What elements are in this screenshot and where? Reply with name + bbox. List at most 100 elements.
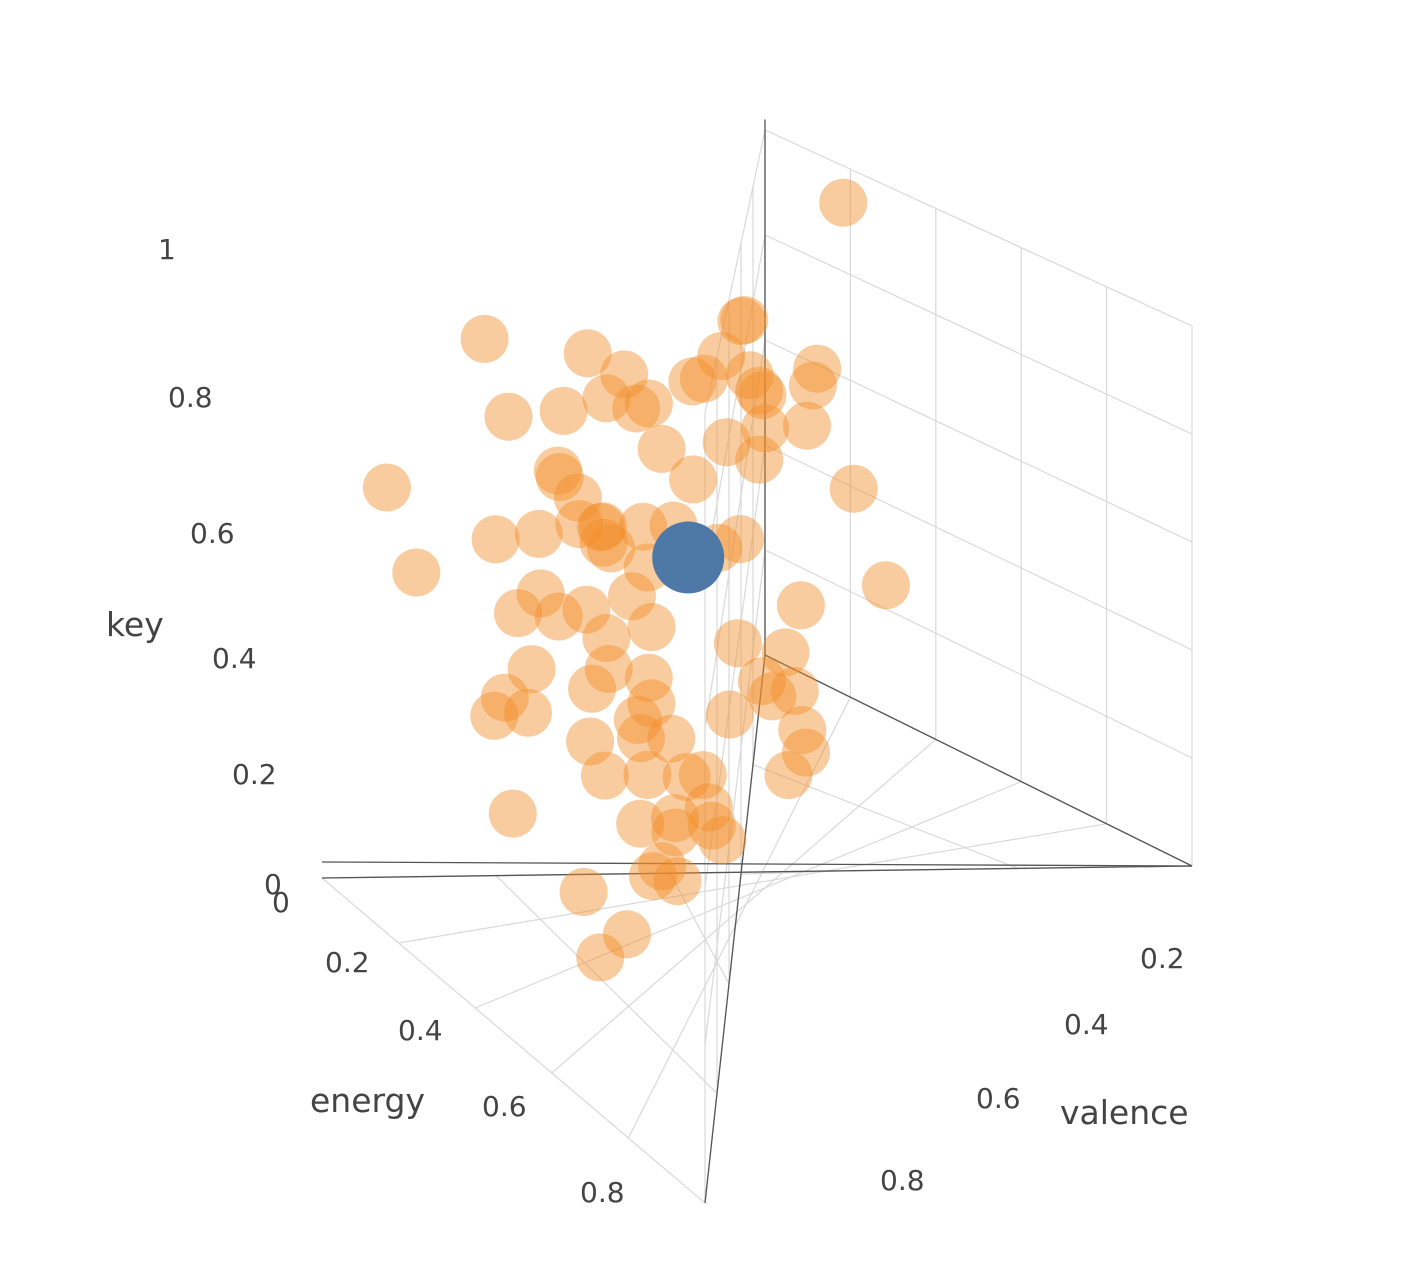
- data-point[interactable]: [579, 518, 628, 567]
- data-point[interactable]: [580, 751, 629, 800]
- data-point[interactable]: [679, 354, 728, 403]
- data-point[interactable]: [576, 933, 625, 982]
- data-point[interactable]: [776, 581, 825, 630]
- data-point[interactable]: [735, 435, 784, 484]
- wall-gridline: [764, 549, 1193, 759]
- data-point[interactable]: [533, 446, 582, 495]
- data-point[interactable]: [627, 679, 676, 728]
- data-point[interactable]: [698, 816, 747, 865]
- data-point[interactable]: [623, 750, 672, 799]
- z-tick-label: 0.4: [212, 642, 257, 675]
- data-point[interactable]: [603, 910, 651, 959]
- data-point[interactable]: [582, 614, 631, 662]
- data-point[interactable]: [735, 366, 784, 415]
- data-point[interactable]: [764, 751, 813, 800]
- data-point[interactable]: [480, 673, 529, 722]
- data-point[interactable]: [638, 842, 687, 891]
- data-point[interactable]: [576, 503, 625, 552]
- data-point[interactable]: [697, 332, 746, 380]
- data-point[interactable]: [559, 868, 608, 916]
- floor-gridline: [669, 872, 730, 985]
- data-point[interactable]: [616, 799, 665, 848]
- data-point[interactable]: [563, 329, 612, 378]
- data-point[interactable]: [651, 794, 699, 843]
- data-point[interactable]: [637, 424, 686, 473]
- data-point[interactable]: [861, 561, 910, 610]
- z-axis-title: key: [106, 605, 164, 644]
- axes-layer: [321, 119, 1193, 1204]
- data-point[interactable]: [514, 509, 563, 558]
- data-point[interactable]: [584, 645, 633, 693]
- data-point[interactable]: [793, 344, 842, 393]
- data-point[interactable]: [362, 463, 411, 512]
- data-point[interactable]: [687, 801, 736, 850]
- data-point[interactable]: [471, 515, 520, 564]
- data-point[interactable]: [705, 690, 754, 739]
- data-point[interactable]: [484, 392, 533, 441]
- data-point[interactable]: [582, 374, 631, 423]
- data-point[interactable]: [716, 515, 765, 564]
- data-point[interactable]: [613, 695, 662, 744]
- data-point[interactable]: [668, 357, 717, 406]
- data-point[interactable]: [624, 653, 673, 702]
- data-point[interactable]: [617, 714, 665, 763]
- x-tick-label: 0.4: [398, 1014, 443, 1047]
- data-point[interactable]: [778, 706, 827, 754]
- data-point[interactable]: [725, 351, 774, 400]
- data-point[interactable]: [819, 178, 868, 227]
- data-point[interactable]: [624, 379, 673, 428]
- data-point[interactable]: [587, 524, 636, 573]
- data-point[interactable]: [488, 789, 537, 838]
- data-point[interactable]: [612, 384, 661, 433]
- data-point[interactable]: [669, 455, 718, 504]
- data-point[interactable]: [738, 371, 787, 420]
- z-tick-label: 0: [264, 868, 282, 901]
- data-point[interactable]: [713, 619, 762, 668]
- data-point[interactable]: [535, 453, 584, 501]
- data-point[interactable]: [460, 314, 509, 363]
- data-point[interactable]: [619, 502, 667, 551]
- data-point[interactable]: [651, 808, 700, 857]
- data-point[interactable]: [720, 296, 769, 344]
- data-point[interactable]: [829, 464, 878, 513]
- data-point[interactable]: [741, 404, 790, 453]
- data-point[interactable]: [470, 691, 519, 740]
- data-point[interactable]: [717, 297, 766, 346]
- highlight-point[interactable]: [652, 521, 725, 594]
- data-point[interactable]: [678, 751, 727, 800]
- data-point[interactable]: [555, 500, 604, 549]
- data-point[interactable]: [653, 857, 702, 906]
- data-point[interactable]: [562, 585, 611, 634]
- data-point[interactable]: [534, 592, 583, 641]
- data-point[interactable]: [566, 717, 615, 766]
- data-point[interactable]: [761, 628, 810, 677]
- data-point[interactable]: [568, 664, 617, 713]
- front-edge-line: [321, 865, 1193, 879]
- data-point[interactable]: [647, 714, 696, 763]
- data-point[interactable]: [539, 386, 588, 435]
- data-point[interactable]: [392, 548, 441, 597]
- data-point[interactable]: [578, 502, 627, 551]
- data-point[interactable]: [516, 569, 565, 618]
- z-tick-label: 0.6: [190, 517, 235, 550]
- x-tick-label: 0.8: [580, 1176, 625, 1209]
- data-point[interactable]: [662, 752, 711, 801]
- data-point[interactable]: [600, 350, 649, 399]
- data-point[interactable]: [782, 728, 830, 777]
- wall-gridline: [764, 129, 1193, 327]
- data-point[interactable]: [608, 572, 656, 621]
- data-point[interactable]: [783, 401, 831, 450]
- data-point[interactable]: [702, 418, 751, 467]
- data-point[interactable]: [553, 473, 602, 522]
- data-point[interactable]: [737, 657, 786, 706]
- data-point[interactable]: [504, 688, 552, 737]
- data-point[interactable]: [748, 672, 797, 721]
- z-tick-label: 1: [158, 233, 176, 266]
- data-point[interactable]: [627, 603, 676, 651]
- data-point[interactable]: [507, 645, 556, 694]
- data-point[interactable]: [684, 783, 733, 832]
- data-point[interactable]: [770, 667, 819, 715]
- data-point[interactable]: [629, 852, 677, 901]
- data-point[interactable]: [788, 361, 837, 410]
- data-point[interactable]: [494, 589, 542, 638]
